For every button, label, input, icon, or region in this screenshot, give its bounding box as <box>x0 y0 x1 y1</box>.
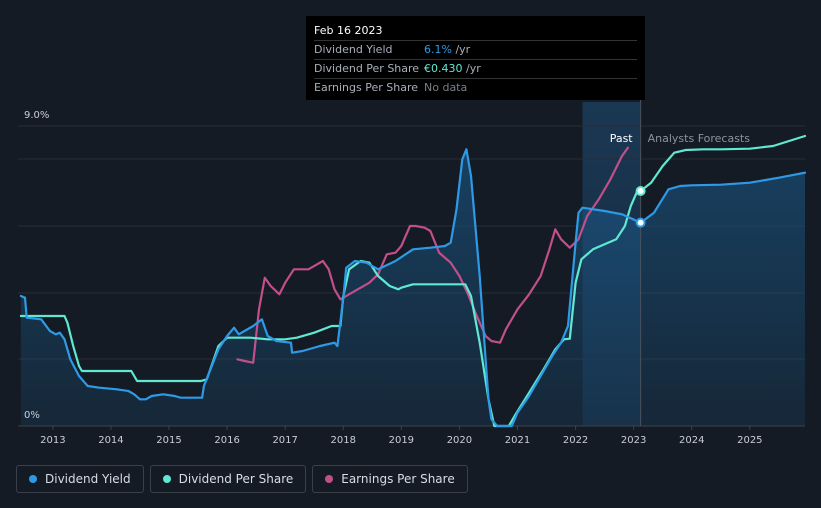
x-tick-label: 2016 <box>214 435 239 446</box>
legend-dot-icon <box>29 475 37 483</box>
y-axis-top-label: 9.0% <box>24 110 49 121</box>
legend-item-dividend-yield[interactable]: Dividend Yield <box>16 465 144 493</box>
tooltip-label: Earnings Per Share <box>314 81 419 94</box>
x-tick-label: 2024 <box>679 435 704 446</box>
hover-tooltip: Feb 16 2023 Dividend Yield 6.1% /yr Divi… <box>306 16 645 100</box>
tooltip-value: €0.430 <box>424 62 463 75</box>
tooltip-unit: /yr <box>451 43 471 56</box>
legend-label: Earnings Per Share <box>341 472 455 486</box>
tooltip-value: 6.1% <box>424 43 452 56</box>
tooltip-date: Feb 16 2023 <box>314 22 637 41</box>
series-line-earnings-per-share <box>236 146 629 364</box>
x-axis-ticks: 2013 2014 2015 2016 2017 2018 2019 2020 2021 2022… <box>40 426 763 446</box>
legend-item-dividend-per-share[interactable]: Dividend Per Share <box>149 465 307 493</box>
x-tick-label: 2021 <box>505 435 530 446</box>
tooltip-row-dividend-yield: Dividend Yield 6.1% /yr <box>314 41 637 60</box>
series-line-dividend-yield <box>19 148 807 428</box>
tooltip-unit: /yr <box>462 62 481 75</box>
series-markers <box>635 186 646 228</box>
tooltip-label: Dividend Per Share <box>314 62 420 75</box>
marker-dividend-per-share <box>635 186 646 196</box>
legend-label: Dividend Yield <box>45 472 131 486</box>
legend-dot-icon <box>325 475 334 483</box>
legend-dot-icon <box>162 475 171 483</box>
series-fills <box>20 149 806 427</box>
legend-item-earnings-per-share[interactable]: Earnings Per Share <box>312 465 468 493</box>
x-tick-label: 2014 <box>98 435 123 446</box>
x-tick-label: 2020 <box>447 435 472 446</box>
x-tick-label: 2017 <box>272 435 297 446</box>
x-tick-label: 2013 <box>40 435 65 446</box>
legend-label: Dividend Per Share <box>178 472 294 486</box>
series-fill-dividend-yield <box>20 149 806 427</box>
x-tick-label: 2015 <box>156 435 181 446</box>
tooltip-value: No data <box>424 81 468 94</box>
x-tick-label: 2022 <box>563 435 588 446</box>
chart-legend: Dividend Yield Dividend Per Share Earnin… <box>16 465 468 493</box>
y-axis-bottom-label: 0% <box>24 410 40 421</box>
x-tick-label: 2018 <box>331 435 356 446</box>
x-tick-label: 2023 <box>621 435 646 446</box>
tooltip-row-earnings-per-share: Earnings Per Share No data <box>314 79 637 97</box>
tooltip-label: Dividend Yield <box>314 43 393 56</box>
tooltip-row-dividend-per-share: Dividend Per Share €0.430 /yr <box>314 60 637 79</box>
x-tick-label: 2025 <box>737 435 762 446</box>
past-label: Past <box>610 132 634 145</box>
marker-dividend-yield <box>635 217 646 228</box>
x-tick-label: 2019 <box>389 435 414 446</box>
series-lines <box>19 134 807 428</box>
analysts-forecasts-label: Analysts Forecasts <box>648 132 751 145</box>
